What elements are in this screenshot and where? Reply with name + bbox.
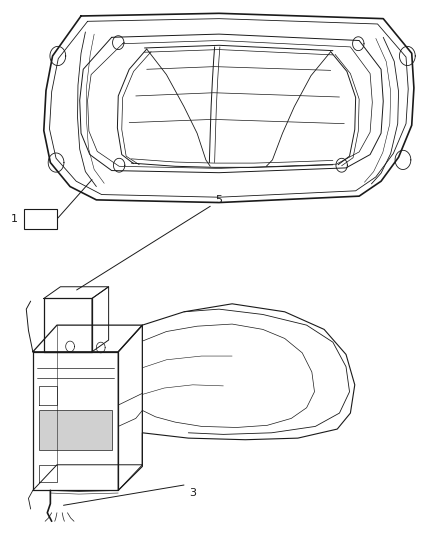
Text: 3: 3 [189,488,196,498]
Bar [24,209,57,229]
Bar [39,410,112,450]
Text: 1: 1 [11,214,18,224]
Text: 5: 5 [215,195,223,205]
